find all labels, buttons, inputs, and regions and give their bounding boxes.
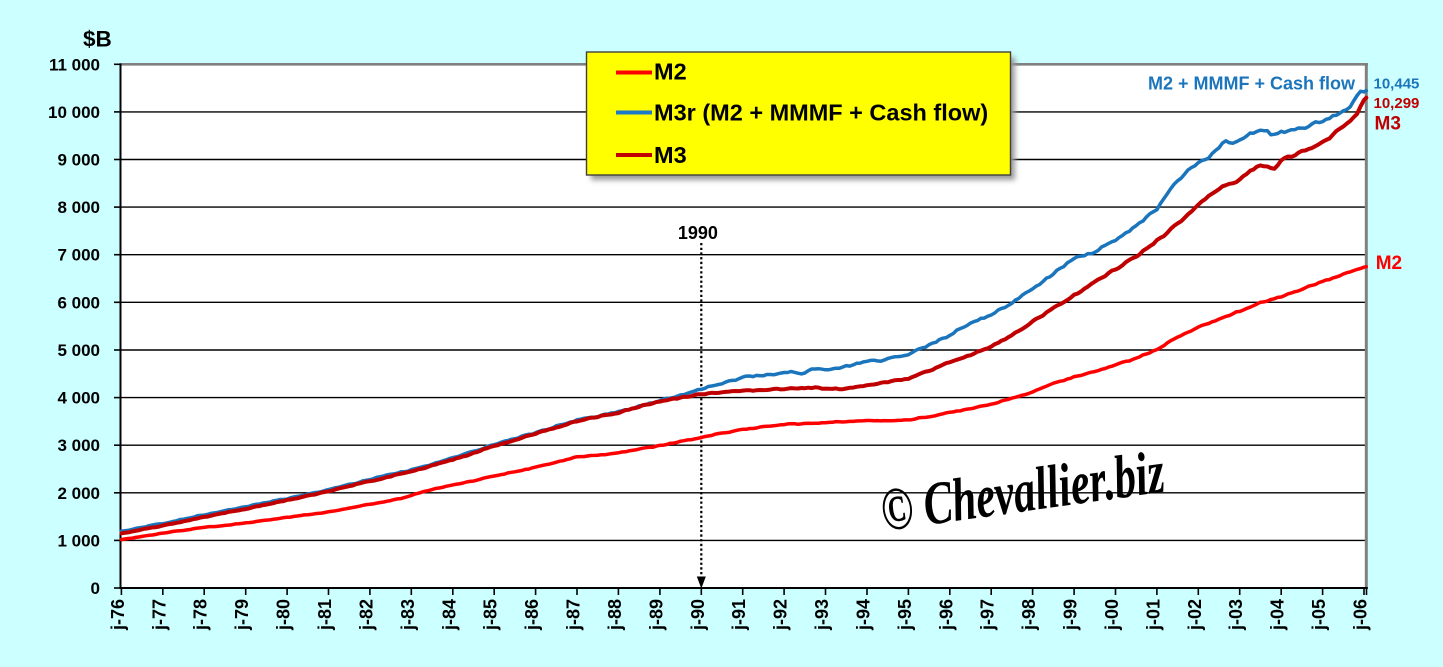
- svg-text:j-05: j-05: [1309, 599, 1329, 631]
- svg-text:1 000: 1 000: [57, 531, 100, 550]
- svg-text:8 000: 8 000: [57, 198, 100, 217]
- svg-text:$B: $B: [83, 27, 112, 52]
- svg-text:j-01: j-01: [1143, 599, 1163, 631]
- svg-text:7 000: 7 000: [57, 246, 100, 265]
- svg-text:5 000: 5 000: [57, 341, 100, 360]
- svg-text:j-90: j-90: [688, 599, 708, 631]
- svg-text:j-84: j-84: [439, 599, 459, 631]
- svg-text:j-81: j-81: [315, 599, 335, 631]
- svg-text:j-77: j-77: [149, 599, 169, 631]
- svg-text:11 000: 11 000: [49, 55, 100, 74]
- svg-text:2 000: 2 000: [57, 484, 100, 503]
- svg-text:j-93: j-93: [812, 599, 832, 631]
- svg-text:j-79: j-79: [232, 599, 252, 631]
- svg-text:10,299: 10,299: [1374, 95, 1420, 112]
- svg-text:M3: M3: [654, 142, 687, 168]
- svg-text:j-95: j-95: [895, 599, 915, 631]
- svg-text:j-87: j-87: [564, 599, 584, 631]
- svg-text:j-89: j-89: [646, 599, 666, 631]
- svg-text:M2 + MMMF + Cash flow: M2 + MMMF + Cash flow: [1148, 74, 1356, 94]
- svg-text:j-78: j-78: [191, 599, 211, 631]
- svg-text:10 000: 10 000: [48, 103, 100, 122]
- svg-text:3 000: 3 000: [57, 436, 100, 455]
- svg-text:j-92: j-92: [771, 599, 791, 631]
- svg-text:9 000: 9 000: [57, 151, 100, 170]
- svg-text:M2: M2: [654, 59, 687, 85]
- svg-text:j-88: j-88: [605, 599, 625, 631]
- svg-text:j-99: j-99: [1061, 599, 1081, 631]
- svg-text:j-03: j-03: [1226, 599, 1246, 631]
- svg-text:M3: M3: [1375, 113, 1401, 134]
- svg-text:j-85: j-85: [481, 599, 501, 631]
- svg-text:j-94: j-94: [854, 599, 874, 631]
- svg-text:6 000: 6 000: [57, 293, 100, 312]
- svg-text:j-06: j-06: [1351, 599, 1371, 631]
- svg-text:1990: 1990: [678, 223, 718, 243]
- svg-text:10,445: 10,445: [1374, 76, 1420, 93]
- svg-text:j-83: j-83: [398, 599, 418, 631]
- svg-text:j-00: j-00: [1102, 599, 1122, 631]
- svg-text:j-80: j-80: [274, 599, 294, 631]
- svg-text:j-91: j-91: [729, 599, 749, 631]
- svg-text:j-86: j-86: [522, 599, 542, 631]
- svg-text:4 000: 4 000: [57, 389, 100, 408]
- svg-text:0: 0: [91, 579, 100, 598]
- svg-text:M3r (M2 + MMMF + Cash flow): M3r (M2 + MMMF + Cash flow): [654, 100, 988, 126]
- svg-text:j-76: j-76: [108, 599, 128, 631]
- svg-text:j-96: j-96: [936, 599, 956, 631]
- svg-text:j-97: j-97: [978, 599, 998, 631]
- svg-text:j-98: j-98: [1019, 599, 1039, 631]
- svg-text:j-02: j-02: [1185, 599, 1205, 631]
- svg-text:j-04: j-04: [1268, 599, 1288, 631]
- svg-text:j-82: j-82: [356, 599, 376, 631]
- svg-text:M2: M2: [1376, 253, 1402, 274]
